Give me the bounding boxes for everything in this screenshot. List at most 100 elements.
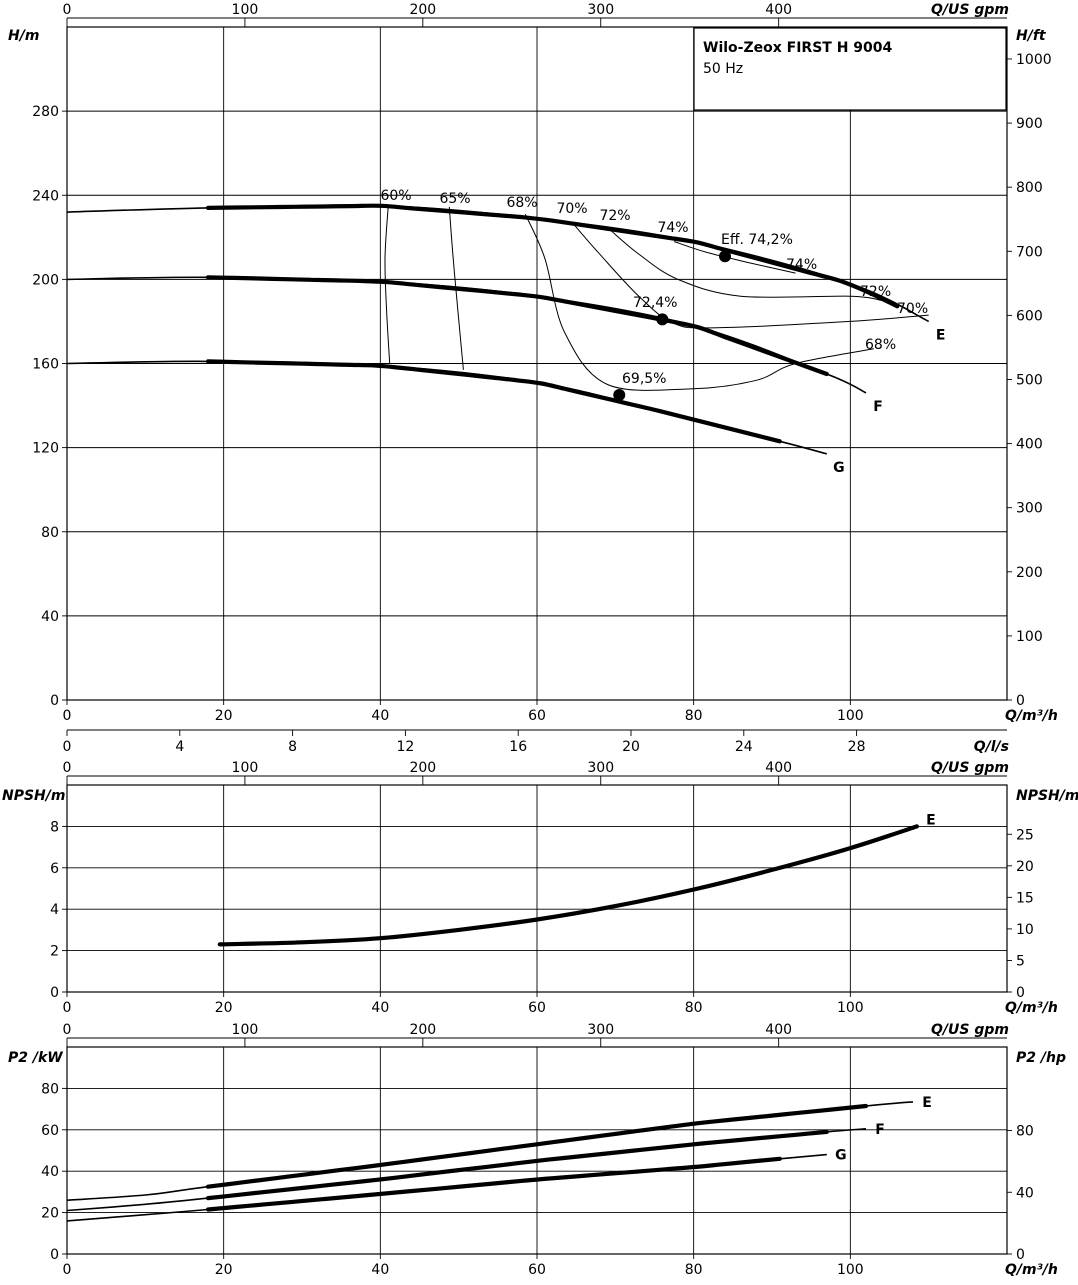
top-x-axis-label: Q/US gpm: [931, 2, 1009, 18]
x-axis-label: Q/m³/h: [1005, 1000, 1058, 1016]
y-tick-label-right: 400: [1016, 437, 1043, 453]
efficiency-label: 60%: [380, 188, 411, 204]
efficiency-label: 74%: [786, 257, 817, 273]
y-tick-label-left: 240: [32, 188, 59, 204]
efficiency-label: 72,4%: [633, 295, 677, 311]
top-x-tick-label: 300: [587, 1022, 614, 1038]
y-tick-label-right: 0: [1016, 985, 1025, 1001]
y-tick-label-left: 6: [50, 861, 59, 877]
x-axis-label: Q/m³/h: [1005, 1262, 1058, 1278]
y-tick-label-left: 280: [32, 104, 59, 120]
y-tick-label-left: 0: [50, 693, 59, 709]
head-curve-operating-E: [205, 203, 900, 309]
y-tick-label-right: 700: [1016, 244, 1043, 260]
x-tick-label: 20: [215, 1000, 233, 1016]
efficiency-label: 74%: [657, 220, 688, 236]
y-tick-label-right: 5: [1016, 953, 1025, 969]
iso-efficiency-68: [524, 213, 874, 391]
iso-efficiency-70: [571, 222, 929, 329]
top-x-tick-label: 100: [232, 2, 259, 18]
y-tick-label-right: 1000: [1016, 52, 1052, 68]
y-tick-label-right: 25: [1016, 827, 1034, 843]
y-tick-label-left: 60: [41, 1123, 59, 1139]
top-x-tick-label: 200: [409, 2, 436, 18]
x-tick-label: 40: [371, 1262, 389, 1278]
best-efficiency-point-G: [613, 389, 626, 402]
x-tick-label: 100: [837, 708, 864, 724]
y-axis-label-right: H/ft: [1016, 28, 1047, 44]
ls-tick-label: 28: [848, 739, 866, 755]
efficiency-label: 69,5%: [622, 371, 666, 387]
y-axis-label-right: P2 /hp: [1016, 1050, 1066, 1066]
curve-label-E: E: [926, 812, 936, 828]
top-x-tick-label: 400: [765, 2, 792, 18]
x-tick-label: 100: [837, 1000, 864, 1016]
y-tick-label-right: 300: [1016, 501, 1043, 517]
power-curve-operating-G: [205, 1156, 782, 1212]
y-tick-label-right: 900: [1016, 116, 1043, 132]
top-x-axis-label: Q/US gpm: [931, 760, 1009, 776]
x-tick-label: 40: [371, 1000, 389, 1016]
curve-label-F: F: [875, 1122, 885, 1138]
top-x-tick-label: 0: [63, 2, 72, 18]
head-curve-operating-F: [205, 275, 829, 377]
y-tick-label-left: 0: [50, 1247, 59, 1263]
y-axis-label-left: H/m: [8, 28, 39, 44]
y-tick-label-right: 500: [1016, 372, 1043, 388]
y-tick-label-right: 600: [1016, 308, 1043, 324]
top-x-tick-label: 200: [409, 760, 436, 776]
best-efficiency-point-F: [656, 313, 669, 326]
power-curve-operating-E: [205, 1103, 869, 1189]
chart-subtitle: 50 Hz: [703, 61, 743, 77]
y-tick-label-right: 100: [1016, 629, 1043, 645]
x-tick-label: 0: [63, 708, 72, 724]
x-tick-label: 60: [528, 1262, 546, 1278]
top-x-tick-label: 400: [765, 760, 792, 776]
top-x-tick-label: 0: [63, 760, 72, 776]
top-x-tick-label: 100: [232, 1022, 259, 1038]
y-tick-label-right: 80: [1016, 1124, 1034, 1140]
efficiency-label: 65%: [439, 191, 470, 207]
x-tick-label: 80: [685, 1262, 703, 1278]
top-x-tick-label: 300: [587, 2, 614, 18]
iso-efficiency-65: [448, 206, 464, 370]
y-tick-label-right: 10: [1016, 922, 1034, 938]
power-curve-operating-F: [205, 1129, 829, 1201]
efficiency-label: 72%: [860, 284, 891, 300]
y-tick-label-left: 120: [32, 441, 59, 457]
x-tick-label: 100: [837, 1262, 864, 1278]
top-x-tick-label: 200: [409, 1022, 436, 1038]
efficiency-label: 72%: [599, 208, 630, 224]
top-x-tick-label: 300: [587, 760, 614, 776]
x-tick-label: 40: [371, 708, 389, 724]
y-tick-label-left: 0: [50, 985, 59, 1001]
iso-efficiency-72: [611, 230, 882, 301]
ls-axis-label: Q/l/s: [974, 739, 1009, 755]
y-axis-label-right: NPSH/m: [1016, 788, 1078, 804]
y-axis-label-left: NPSH/m: [2, 788, 65, 804]
head-curve-G: [66, 360, 828, 455]
y-tick-label-left: 20: [41, 1206, 59, 1222]
x-tick-label: 20: [215, 1262, 233, 1278]
y-tick-label-left: 8: [50, 819, 59, 835]
y-tick-label-left: 40: [41, 1164, 59, 1180]
legend-box: [693, 27, 1007, 111]
y-tick-label-left: 2: [50, 944, 59, 960]
y-tick-label-left: 200: [32, 272, 59, 288]
x-tick-label: 60: [528, 708, 546, 724]
y-tick-label-right: 20: [1016, 859, 1034, 875]
x-tick-label: 20: [215, 708, 233, 724]
x-tick-label: 0: [63, 1262, 72, 1278]
y-tick-label-right: 40: [1016, 1185, 1034, 1201]
top-x-axis-label: Q/US gpm: [931, 1022, 1009, 1038]
x-tick-label: 80: [685, 1000, 703, 1016]
top-x-tick-label: 0: [63, 1022, 72, 1038]
ls-tick-label: 16: [509, 739, 527, 755]
ls-tick-label: 0: [63, 739, 72, 755]
x-tick-label: 0: [63, 1000, 72, 1016]
y-tick-label-right: 0: [1016, 693, 1025, 709]
y-tick-label-left: 160: [32, 357, 59, 373]
